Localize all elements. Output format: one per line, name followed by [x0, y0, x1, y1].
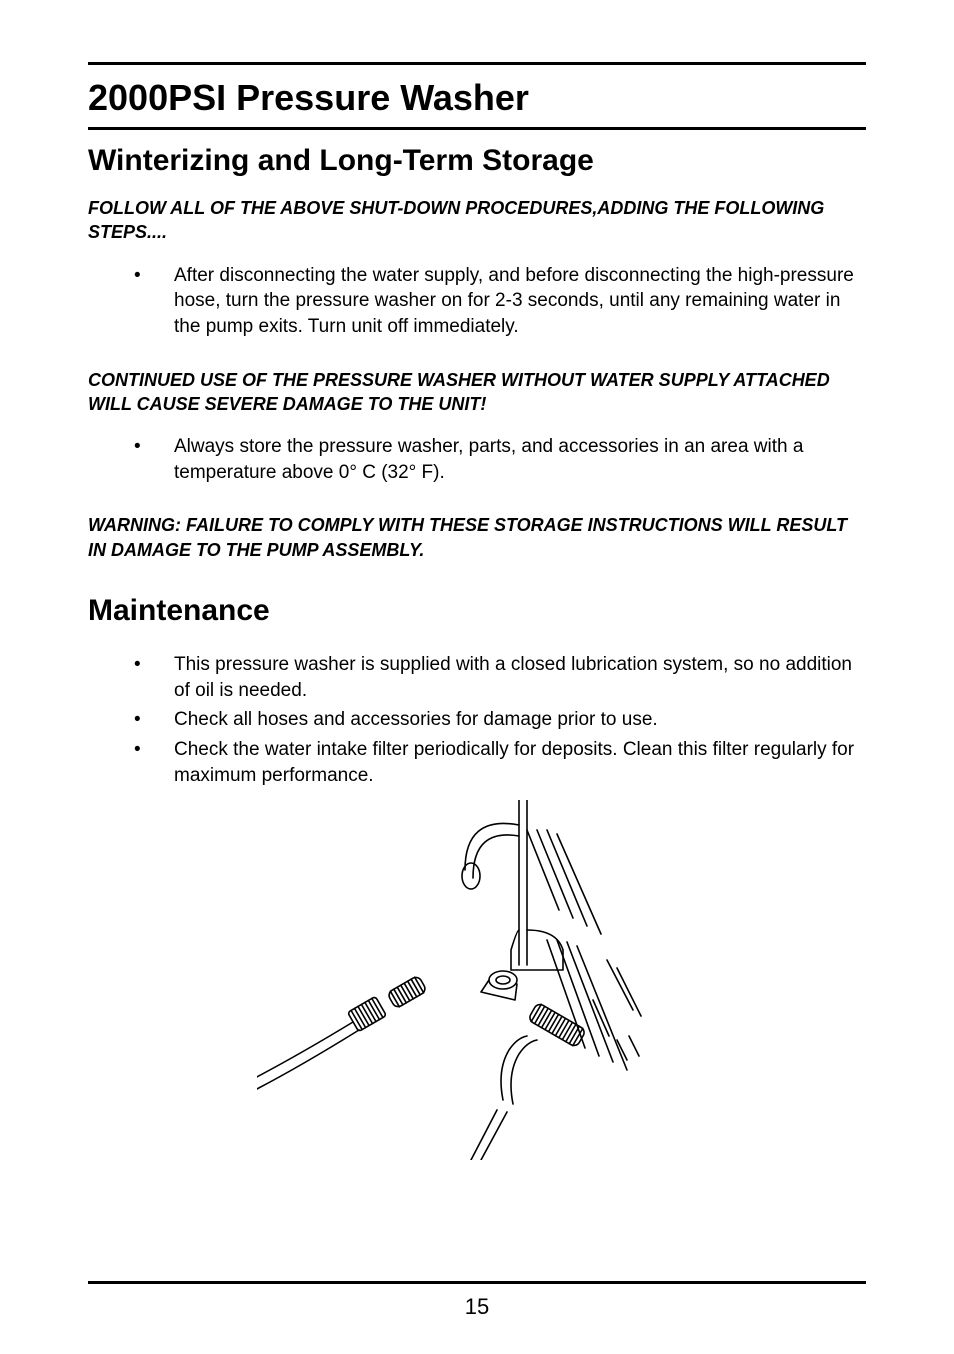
bullet-item: After disconnecting the water supply, an…	[134, 263, 866, 340]
maintenance-figure	[88, 800, 866, 1160]
winterizing-warning-1: CONTINUED USE OF THE PRESSURE WASHER WIT…	[88, 368, 866, 417]
winterizing-bullets-2: Always store the pressure washer, parts,…	[88, 434, 866, 485]
maintenance-bullets: This pressure washer is supplied with a …	[88, 652, 866, 788]
section-heading-winterizing: Winterizing and Long-Term Storage	[88, 144, 866, 178]
bullet-item: This pressure washer is supplied with a …	[134, 652, 866, 703]
winterizing-bullets-1: After disconnecting the water supply, an…	[88, 263, 866, 340]
winterizing-warning-2: WARNING: FAILURE TO COMPLY WITH THESE ST…	[88, 513, 866, 562]
bullet-item: Always store the pressure washer, parts,…	[134, 434, 866, 485]
title-underline-rule	[88, 127, 866, 130]
bullet-item: Check the water intake filter periodical…	[134, 737, 866, 788]
section-heading-maintenance: Maintenance	[88, 594, 866, 628]
page-number: 15	[0, 1294, 954, 1320]
top-rule	[88, 62, 866, 65]
bullet-item: Check all hoses and accessories for dama…	[134, 707, 866, 733]
document-page: 2000PSI Pressure Washer Winterizing and …	[0, 0, 954, 1354]
document-title: 2000PSI Pressure Washer	[88, 77, 866, 119]
bottom-rule	[88, 1281, 866, 1284]
filter-cleaning-illustration	[257, 800, 697, 1160]
winterizing-intro: FOLLOW ALL OF THE ABOVE SHUT-DOWN PROCED…	[88, 196, 866, 245]
